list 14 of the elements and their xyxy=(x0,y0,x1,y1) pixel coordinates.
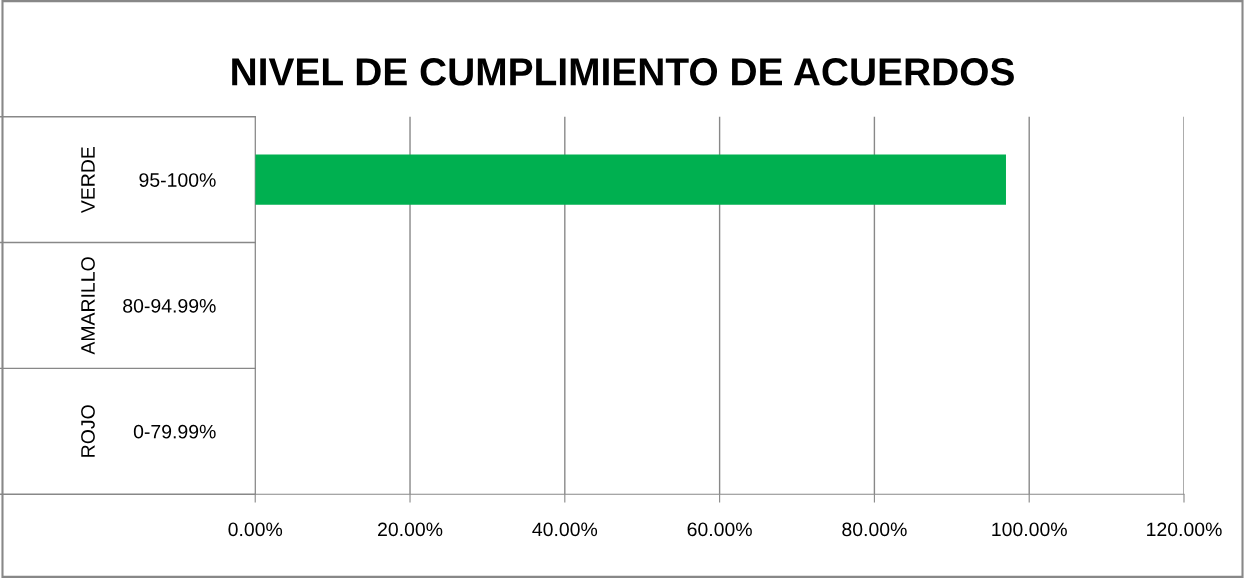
x-tick-label: 80.00% xyxy=(842,522,907,537)
x-tick-label: 0.00% xyxy=(228,522,283,537)
text: VERDE xyxy=(81,147,95,214)
text: ROJO xyxy=(81,405,95,457)
x-tick-label: 120.00% xyxy=(1147,522,1222,537)
x-tick-label: 20.00% xyxy=(378,522,443,537)
x-tick-label: 60.00% xyxy=(687,522,752,537)
x-tick-label: 100.00% xyxy=(992,522,1067,537)
y-tick-label: 95-100% xyxy=(139,173,216,187)
text: AMARILLO xyxy=(81,257,95,355)
chart-title: NIVEL DE CUMPLIMIENTO DE ACUERDOS xyxy=(232,58,1014,86)
y-tick-label: 80-94.99% xyxy=(123,298,216,313)
y-tick-label: 0-79.99% xyxy=(133,424,216,439)
x-tick-label: 40.00% xyxy=(532,522,598,537)
